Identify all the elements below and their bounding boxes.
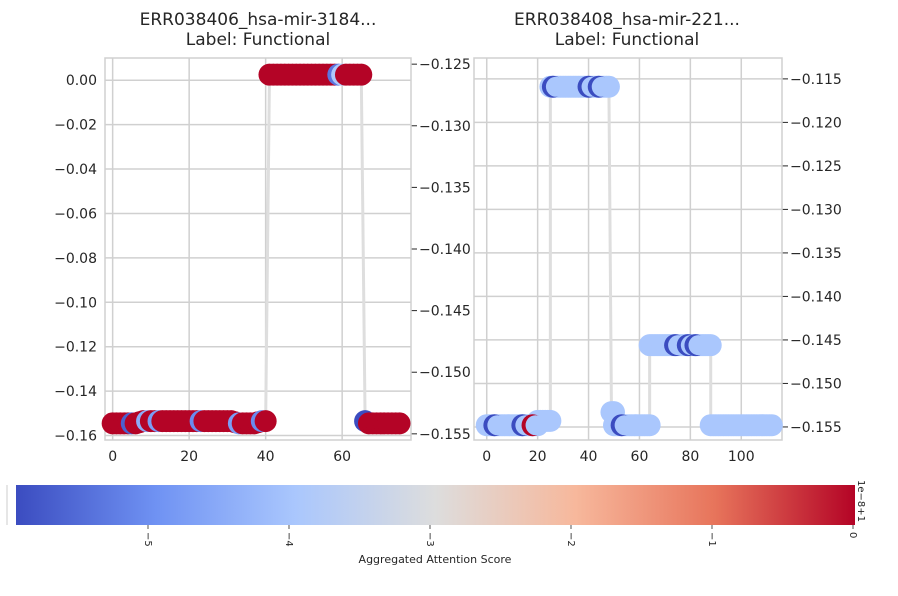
- left-y-tick-label: −0.06: [54, 206, 97, 222]
- left-x-tick-label: 40: [257, 449, 275, 465]
- right-subtitle: Label: Functional: [555, 30, 699, 50]
- left-y-tick-label: −0.12: [54, 340, 97, 356]
- left-x-tick-label: 0: [108, 449, 117, 465]
- left-subplot: ERR038406_hsa-mir-3184... Label: Functio…: [54, 10, 471, 465]
- colorbar-offset-label: 1e−8+1: [855, 480, 866, 522]
- right-y-tick-label: −0.120: [790, 115, 842, 131]
- colorbar-tick-label: −2: [565, 532, 576, 547]
- right-y-tick-label: −0.140: [790, 289, 842, 305]
- right-y-tick-label: −0.155: [790, 420, 842, 436]
- left-data-point: [254, 410, 277, 433]
- right-x-tick-label: 40: [580, 449, 598, 465]
- left-x-tick-label: 60: [333, 449, 351, 465]
- right-title: ERR038408_hsa-mir-221...: [514, 10, 740, 30]
- colorbar-tick-label: 0: [847, 532, 858, 538]
- left-y-tick-label: −0.16: [54, 429, 97, 445]
- colorbar-tick-label: −5: [142, 532, 153, 547]
- right-y-tick-label: −0.115: [790, 72, 842, 88]
- colorbar-tick-label: −1: [706, 532, 717, 547]
- right-y-tick-label: −0.125: [790, 159, 842, 175]
- right-data-point: [525, 415, 546, 436]
- left-y-tick-label: −0.10: [54, 295, 97, 311]
- right-data-point: [638, 414, 661, 437]
- left-right-y-tick-label: −0.155: [419, 427, 471, 443]
- left-x-tick-label: 20: [180, 449, 198, 465]
- right-subplot: ERR038408_hsa-mir-221... Label: Function…: [473, 10, 842, 465]
- left-y-tick-label: −0.08: [54, 251, 97, 267]
- right-y-tick-label: −0.130: [790, 202, 842, 218]
- left-series-line: [112, 73, 400, 425]
- right-data-point: [545, 76, 566, 97]
- left-right-y-tick-label: −0.125: [419, 57, 471, 73]
- right-data-point: [688, 335, 709, 356]
- left-data-point: [388, 412, 411, 435]
- right-x-tick-label: 0: [482, 449, 491, 465]
- left-y-tick-label: −0.14: [54, 384, 97, 400]
- right-y-tick-label: −0.145: [790, 333, 842, 349]
- left-plot-frame: [104, 57, 412, 441]
- right-data-point: [591, 76, 612, 97]
- colorbar-gradient: [16, 485, 855, 525]
- right-data-point: [760, 414, 783, 437]
- colorbar: Aggregated Attention Score −5 −4 −3 −2 −1 0 1e…: [6, 480, 866, 566]
- left-right-y-tick-label: −0.140: [419, 242, 471, 258]
- left-right-y-tick-label: −0.130: [419, 119, 471, 135]
- colorbar-tick-label: −3: [424, 532, 435, 547]
- right-plot-frame: [473, 57, 783, 441]
- left-right-y-tick-label: −0.135: [419, 180, 471, 196]
- right-series-line: [486, 85, 772, 427]
- right-data-point: [614, 415, 635, 436]
- left-y-tick-label: −0.02: [54, 118, 97, 134]
- left-right-y-tick-label: −0.145: [419, 304, 471, 320]
- colorbar-tick-label: −4: [283, 532, 294, 547]
- right-x-tick-label: 20: [529, 449, 547, 465]
- left-subtitle: Label: Functional: [186, 30, 330, 50]
- left-title: ERR038406_hsa-mir-3184...: [140, 10, 377, 30]
- left-data-point: [350, 63, 373, 86]
- right-x-tick-label: 60: [631, 449, 649, 465]
- right-x-tick-label: 80: [681, 449, 699, 465]
- left-right-y-tick-label: −0.150: [419, 365, 471, 381]
- right-y-tick-label: −0.135: [790, 246, 842, 262]
- colorbar-label: Aggregated Attention Score: [359, 553, 512, 566]
- right-data-point: [487, 415, 508, 436]
- right-y-tick-label: −0.150: [790, 376, 842, 392]
- left-y-tick-label: −0.04: [54, 162, 97, 178]
- left-y-tick-label: 0.00: [66, 73, 97, 89]
- right-x-tick-label: 100: [728, 449, 755, 465]
